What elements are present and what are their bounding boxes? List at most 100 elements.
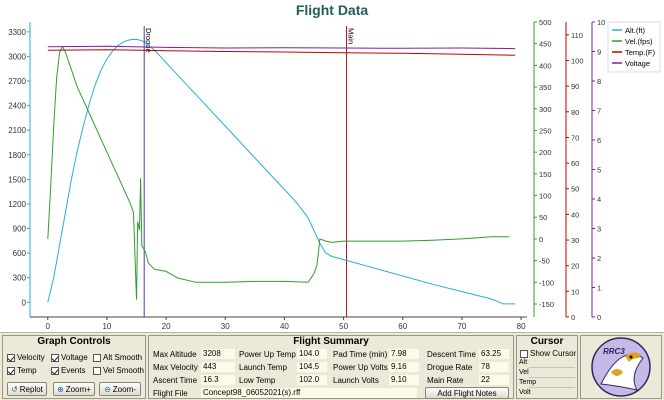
alt-tick-label: 300	[13, 274, 27, 283]
add-flight-notes-button[interactable]: Add Flight Notes	[425, 387, 509, 399]
alt-tick-label: 2700	[8, 77, 26, 86]
temp-tick-label: 70	[571, 133, 579, 142]
zoom-in-button[interactable]: ⊕ Zoom+	[53, 382, 95, 396]
rrc3-logo: RRC3	[591, 337, 651, 397]
vel-tick-label: -150	[539, 300, 554, 309]
x-tick-label: 70	[457, 322, 466, 331]
alt-smooth-checkbox[interactable]: Alt Smooth	[93, 353, 142, 362]
low-temp-value: 102.0	[297, 375, 327, 385]
launch-volts-label: Launch Volts	[333, 376, 379, 385]
max-velocity-label: Max Velocity	[153, 363, 198, 372]
logo-text: RRC3	[603, 347, 625, 356]
checkbox-box[interactable]	[7, 353, 15, 362]
volt-tick-label: 5	[597, 166, 601, 175]
alt-tick-label: 2400	[8, 102, 26, 111]
vel-tick-label: 150	[539, 170, 552, 179]
alt-tick-label: 600	[13, 249, 27, 258]
max-altitude-label: Max Altitude	[153, 350, 197, 359]
alt-tick-label: 3000	[8, 52, 26, 61]
volt-tick-label: 2	[597, 254, 601, 263]
temp-tick-label: 80	[571, 108, 579, 117]
cursor-title: Cursor	[530, 336, 564, 347]
descent-time-value: 63.25	[479, 349, 509, 359]
vel-tick-label: -100	[539, 278, 554, 287]
zoom-out-icon: ⊖	[104, 384, 111, 394]
flight-file-label: Flight File	[153, 389, 188, 398]
checkbox-box[interactable]	[7, 366, 15, 375]
volt-tick-label: 7	[597, 107, 601, 116]
flight-file-value: Concept98_06052021(s).rff	[201, 388, 417, 398]
flight-chart: 0 10 20 30 40 50 60 70 8003006009001200150018002…	[8, 18, 661, 331]
main-rate-label: Main Rate	[427, 376, 464, 385]
x-tick-label: 20	[162, 322, 171, 331]
vel-tick-label: 500	[539, 18, 552, 27]
velocity-checkbox[interactable]: Velocity	[7, 353, 45, 362]
vel-tick-label: 450	[539, 40, 552, 49]
power-up-temp-label: Power Up Temp	[239, 350, 296, 359]
volt-tick-label: 1	[597, 284, 601, 293]
vel-tick-label: -50	[539, 257, 550, 266]
pad-time-value: 7.98	[389, 349, 419, 359]
temp-tick-label: 110	[571, 31, 583, 40]
show-cursor-checkbox[interactable]: Show Cursor	[520, 349, 576, 358]
replot-icon: ↺	[11, 384, 18, 394]
vel-tick-label: 100	[539, 192, 552, 201]
cursor-temp-value	[529, 387, 575, 388]
event-label-main: Main	[347, 28, 356, 44]
zoom-in-icon: ⊕	[57, 384, 64, 394]
x-tick-label: 0	[46, 322, 51, 331]
power-up-volts-label: Power Up Volts	[333, 363, 388, 372]
checkbox-box[interactable]	[93, 353, 101, 362]
volt-tick-label: 8	[597, 77, 601, 86]
alt-tick-label: 900	[13, 225, 27, 234]
checkbox-box[interactable]	[51, 353, 59, 362]
vel-tick-label: 300	[539, 105, 552, 114]
cursor-vel-label: Vel	[519, 369, 529, 376]
legend-label-temp: Temp.(F)	[625, 48, 656, 57]
volt-tick-label: 9	[597, 48, 601, 57]
temp-tick-label: 40	[571, 210, 579, 219]
drogue-rate-label: Drogue Rate	[427, 363, 473, 372]
events-checkbox[interactable]: Events	[51, 366, 85, 375]
ascent-time-label: Ascent Time	[153, 376, 198, 385]
alt-tick-label: 0	[22, 298, 27, 307]
max-velocity-value: 443	[201, 362, 235, 372]
temp-tick-label: 20	[571, 262, 579, 271]
launch-temp-value: 104.5	[297, 362, 327, 372]
vel-smooth-checkbox[interactable]: Vel Smooth	[93, 366, 144, 375]
temp-tick-label: 50	[571, 185, 579, 194]
vel-tick-label: 50	[539, 213, 547, 222]
launch-temp-label: Launch Temp	[239, 363, 287, 372]
temp-checkbox[interactable]: Temp	[7, 366, 37, 375]
volt-tick-label: 6	[597, 136, 601, 145]
checkbox-box[interactable]	[93, 366, 101, 375]
flight-summary-group: Flight Summary Max Altitude 3208 Max Vel…	[148, 335, 514, 399]
descent-time-label: Descent Time	[427, 350, 476, 359]
x-tick-label: 40	[280, 322, 289, 331]
vel-tick-label: 400	[539, 61, 552, 70]
vel-tick-label: 0	[539, 235, 543, 244]
x-tick-label: 10	[102, 322, 111, 331]
voltage-checkbox[interactable]: Voltage	[51, 353, 88, 362]
cursor-vel-value	[529, 377, 575, 378]
cursor-temp-label: Temp	[519, 379, 537, 386]
pad-time-label: Pad Time (min)	[333, 350, 388, 359]
vel-tick-label: 250	[539, 126, 552, 135]
checkbox-box[interactable]	[520, 349, 528, 358]
series-line-alt	[47, 38, 516, 305]
temp-tick-label: 10	[571, 287, 579, 296]
page-title: Flight Data	[295, 2, 369, 18]
replot-button[interactable]: ↺ Replot	[7, 382, 47, 396]
checkbox-box[interactable]	[51, 366, 59, 375]
legend-label-vel: Vel.(fps)	[625, 37, 653, 46]
series-line-vel	[47, 45, 510, 300]
drogue-rate-value: 78	[479, 362, 509, 372]
power-up-temp-value: 104.0	[297, 349, 327, 359]
cursor-group: Cursor Show Cursor Alt Vel Temp Volt	[516, 335, 578, 399]
volt-tick-label: 3	[597, 225, 601, 234]
ascent-time-value: 16.3	[201, 375, 235, 385]
zoom-out-button[interactable]: ⊖ Zoom-	[99, 382, 141, 396]
bottom-panel: Graph Controls Velocity Voltage Alt Smoo…	[0, 332, 664, 400]
logo-group: RRC3	[580, 335, 662, 399]
series-line-temp	[47, 49, 516, 56]
